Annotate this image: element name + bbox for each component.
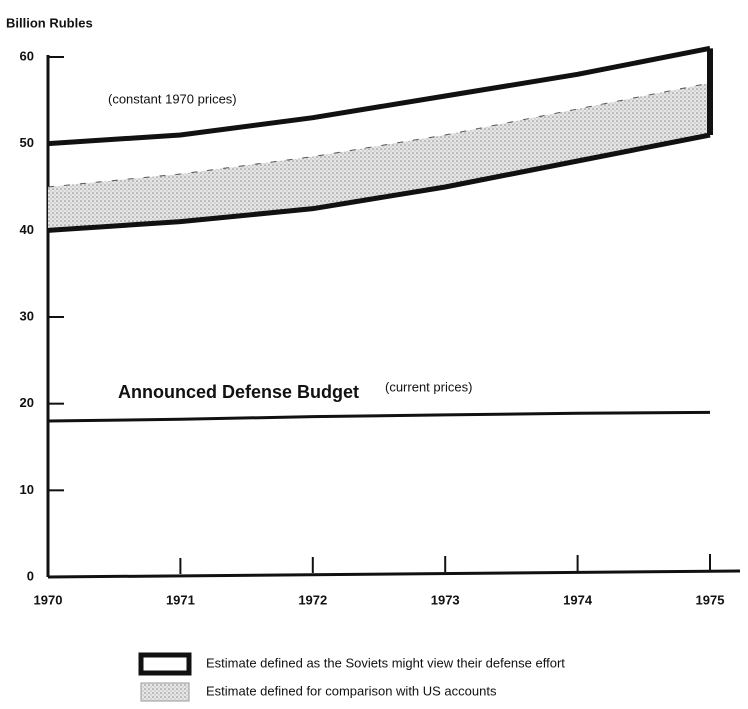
legend-swatch [138,652,192,676]
budget-label: Announced Defense Budget [118,382,359,402]
legend-label: Estimate defined as the Soviets might vi… [206,655,565,670]
y-tick-label: 40 [20,222,34,237]
y-tick-label: 20 [20,395,34,410]
budget-note: (current prices) [385,379,472,394]
x-axis [47,569,741,579]
y-axis-label: Billion Rubles [6,15,93,30]
x-tick-label: 1973 [431,592,460,607]
x-tick-label: 1975 [696,592,725,607]
lower-line [47,132,711,233]
upper-line [47,45,711,147]
comparison-area [48,83,710,231]
annotation: (constant 1970 prices) [108,91,237,106]
y-tick-label: 30 [20,308,34,323]
budget-line [47,410,711,423]
legend-label: Estimate defined for comparison with US … [206,683,497,698]
y-tick-label: 60 [20,48,34,63]
y-tick-label: 10 [20,482,34,497]
x-tick-label: 1972 [298,592,327,607]
y-tick-label: 50 [20,135,34,150]
x-tick-label: 1970 [34,592,63,607]
x-tick-label: 1971 [166,592,195,607]
x-tick-label: 1974 [563,592,593,607]
y-tick-label: 0 [27,568,34,583]
legend-swatch [140,682,190,702]
